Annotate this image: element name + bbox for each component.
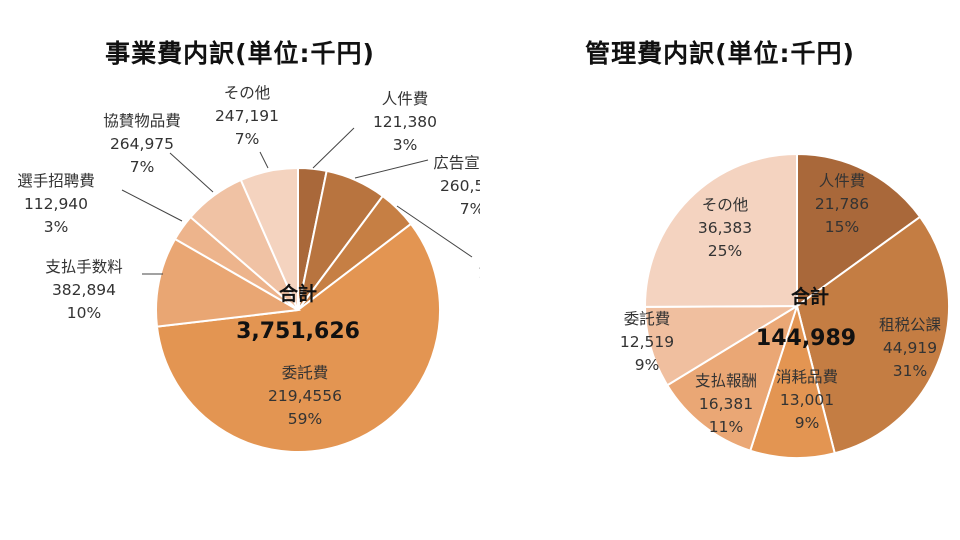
- admin-expense-chart: 管理費内訳(単位:千円) 人件費 21,786 15% 租税公課 44,919 31% 消耗…: [480, 0, 960, 540]
- slice-label: 協賛物品費 264,975 7%: [103, 112, 181, 176]
- slice-label: 選手招聘費 112,940 3%: [17, 172, 95, 236]
- total-label: 合計: [791, 285, 829, 308]
- pie-slice: [749, 302, 836, 460]
- slice-label: 租税公課 44,919 31%: [879, 316, 942, 380]
- pie-slice: [155, 222, 441, 454]
- slice-label: 人件費 21,786 15%: [815, 172, 869, 236]
- slice-label: 広告宣伝費260,5347%: [433, 154, 480, 218]
- slice-label: 人件費 121,380 3%: [373, 90, 437, 154]
- pie-slice: [795, 215, 950, 455]
- chart-title: 管理費内訳(単位:千円): [585, 39, 855, 68]
- pie-slice: [665, 303, 799, 452]
- slice-label: 委託費 219,4556 59%: [268, 364, 342, 428]
- pie-slice: [155, 237, 302, 328]
- chart-title: 事業費内訳(単位:千円): [105, 39, 375, 68]
- slice-label: その他 247,191 7%: [215, 84, 279, 148]
- slice-label: その他 36,383 25%: [698, 196, 752, 260]
- leader-line: [259, 151, 269, 169]
- leader-line: [121, 189, 183, 222]
- pie-slice: [643, 304, 801, 387]
- pie-slice: [643, 152, 798, 308]
- slice-label: 消耗品費 13,001 9%: [776, 368, 838, 432]
- pie-slice: [796, 152, 922, 308]
- total-value: 3,751,626: [236, 319, 360, 344]
- leader-line: [312, 127, 355, 169]
- total-value: 144,989: [756, 326, 856, 351]
- admin-expense-pie: 人件費 21,786 15% 租税公課 44,919 31% 消耗品費 13,001 9% 支払報…: [620, 152, 950, 460]
- slice-label: 支払報酬 16,381 11%: [695, 372, 757, 436]
- slice-label: 委託費 12,519 9%: [620, 310, 674, 374]
- leader-line: [169, 152, 214, 193]
- slice-label: 支払手数料 382,894 10%: [45, 258, 123, 322]
- total-label: 合計: [279, 282, 317, 305]
- pie-slice: [239, 166, 299, 311]
- slice-label: 賃借料167,1564%: [478, 241, 480, 305]
- leader-line: [354, 159, 429, 179]
- leader-line: [396, 205, 473, 258]
